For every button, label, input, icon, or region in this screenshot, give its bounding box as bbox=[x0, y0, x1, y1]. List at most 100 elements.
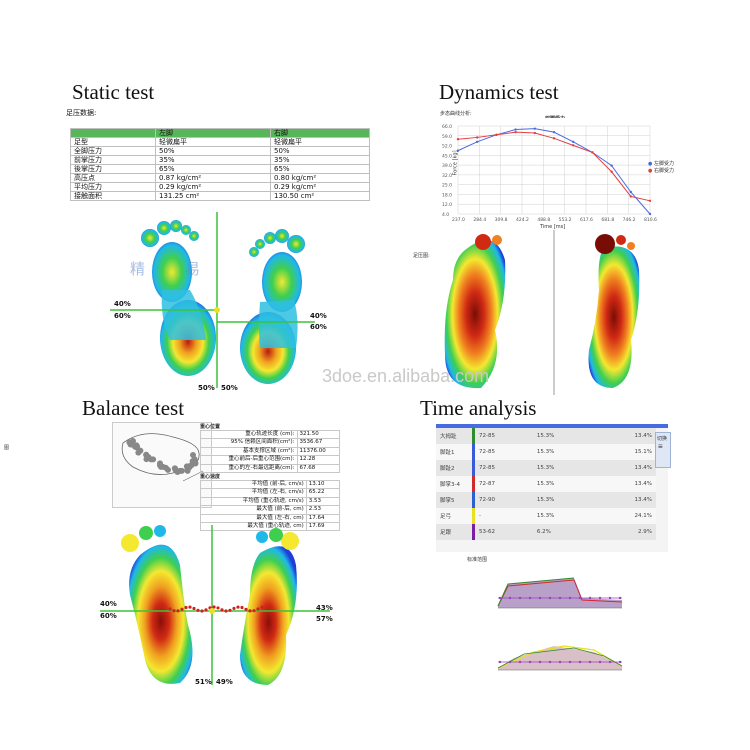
static-table-row: 高压点 0.87 kg/cm² 0.80 kg/cm² bbox=[70, 173, 370, 183]
balance-position-table: 重心轨迹长度 (cm): 321.50 95% 信赖区间面积(cm²): 3536.6… bbox=[200, 429, 341, 474]
time-curve-point bbox=[558, 660, 562, 664]
time-curve-point bbox=[498, 596, 502, 600]
time-curve-point bbox=[558, 596, 562, 600]
static-test-heading: Static test bbox=[72, 80, 155, 104]
static-table-cell: 前掌压力 bbox=[70, 155, 156, 165]
dyn-y-tick: 4.0 bbox=[442, 212, 449, 218]
static-table-cell: 0.29 kg/cm² bbox=[155, 182, 271, 192]
time-row-value-b: 13.4% bbox=[634, 497, 652, 503]
time-curve-point bbox=[588, 660, 592, 664]
time-row-name: 足弓 bbox=[440, 514, 452, 520]
time-analysis-row: 脚趾2 72-85 15.3% 13.4% bbox=[436, 460, 656, 476]
cop-trail-point bbox=[240, 605, 244, 610]
dyn-point bbox=[514, 130, 517, 134]
time-analysis-row: 足跟 53-62 6.2% 2.9% bbox=[436, 524, 656, 540]
static-table-row: 足型 轻微扁平 轻微扁平 bbox=[70, 137, 370, 147]
balance-row: 95% 信赖区间面积(cm²): 3536.67 bbox=[200, 438, 341, 448]
static-col-0 bbox=[70, 128, 156, 138]
time-curve-point bbox=[568, 660, 572, 664]
balance-label: 重心前后-后重心范围(cm): bbox=[200, 455, 298, 465]
balance-side-label: 图 bbox=[4, 445, 10, 451]
time-analysis-heading: Time analysis bbox=[420, 396, 537, 420]
time-analysis-row: 脚趾1 72-85 15.3% 15.1% bbox=[436, 444, 656, 460]
dyn-point bbox=[456, 138, 460, 141]
dyn-point bbox=[476, 136, 479, 139]
time-row-value-a: 15.3% bbox=[536, 433, 555, 439]
dyn-point bbox=[572, 144, 575, 147]
balance-left-top-pct: 40% bbox=[100, 600, 117, 608]
static-table-cell: 轻微扁平 bbox=[270, 137, 370, 147]
dyn-point bbox=[572, 140, 575, 144]
side-tab-label: 切换 bbox=[657, 436, 668, 442]
balance-section-position: 重心位置 bbox=[200, 424, 221, 430]
time-row-color-swatch bbox=[472, 524, 475, 540]
time-analysis-row: 足弓 - 15.3% 24.1% bbox=[436, 508, 656, 524]
balance-test-heading: Balance test bbox=[82, 396, 185, 420]
balance-label: 平均值 (重心轨迹, cm/s) bbox=[200, 496, 307, 507]
dyn-point bbox=[610, 170, 613, 173]
cop-trail-point bbox=[252, 609, 256, 613]
dynamics-xlabel: Time [ms] bbox=[540, 224, 566, 230]
cop-trail-point bbox=[200, 609, 204, 613]
trajectory-point bbox=[184, 467, 191, 474]
time-curve-point bbox=[618, 596, 622, 600]
time-row-color-swatch bbox=[472, 476, 475, 492]
dyn-point bbox=[648, 212, 652, 216]
cop-trail-point bbox=[228, 608, 232, 612]
side-tab-button[interactable]: 切换 ≡ bbox=[655, 432, 671, 468]
time-curve-chart-1 bbox=[494, 572, 626, 624]
static-col-2: 右脚 bbox=[270, 128, 370, 138]
time-row-range: - bbox=[479, 513, 481, 519]
dyn-point bbox=[648, 199, 652, 202]
dyn-point bbox=[476, 140, 479, 144]
time-curve-point bbox=[518, 596, 522, 600]
static-table-body: 足型 轻微扁平 轻微扁平 全脚压力 50% 50% 前掌压力 35% 35% 後掌压力 65% 65%… bbox=[70, 137, 370, 201]
time-curve-point bbox=[608, 660, 612, 664]
dyn-point bbox=[552, 130, 556, 134]
dyn-point bbox=[456, 149, 460, 152]
time-row-value-a: 15.3% bbox=[536, 465, 555, 471]
time-curve-point bbox=[618, 660, 622, 664]
time-row-range: 72-87 bbox=[479, 481, 495, 487]
cop-trail-point bbox=[204, 608, 208, 612]
static-table-row: 全脚压力 50% 50% bbox=[70, 146, 370, 156]
balance-row: 平均值 (左-右, cm/s) 65.22 bbox=[200, 488, 341, 498]
trajectory-point bbox=[137, 447, 144, 454]
balance-row: 平均值 (前-后, cm/s) 13.10 bbox=[200, 480, 341, 490]
balance-row: 基本支撑区域 (cm²): 11376.00 bbox=[200, 446, 341, 457]
time-curve-point bbox=[568, 596, 572, 600]
dyn-y-tick: 25.0 bbox=[442, 183, 452, 189]
static-table-cell: 35% bbox=[155, 155, 271, 165]
dynamics-left-foot bbox=[444, 240, 506, 389]
balance-bottom-left-pct: 51% bbox=[195, 678, 212, 686]
balance-trajectory-plot bbox=[121, 433, 204, 482]
cop-trail-point bbox=[192, 606, 196, 611]
trajectory-point bbox=[143, 456, 150, 463]
static-col-1: 左脚 bbox=[155, 128, 271, 138]
cop-trail-point bbox=[212, 605, 216, 609]
cop-trail-point bbox=[232, 606, 236, 611]
balance-right-bottom-pct: 57% bbox=[316, 615, 333, 623]
time-row-color-swatch bbox=[472, 508, 475, 524]
balance-value: 321.50 bbox=[296, 429, 341, 440]
balance-value: 67.68 bbox=[296, 463, 341, 474]
trajectory-point bbox=[178, 467, 185, 474]
cop-trail-point bbox=[260, 605, 264, 609]
balance-label: 平均值 (前-后, cm/s) bbox=[200, 480, 307, 490]
time-row-value-b: 2.9% bbox=[638, 529, 652, 535]
time-row-value-a: 15.3% bbox=[536, 449, 555, 455]
pressure-caption: 足压图: bbox=[413, 253, 430, 259]
balance-label: 重心的左-右最远距离(cm): bbox=[200, 463, 298, 474]
cop-trail-point bbox=[224, 609, 228, 613]
balance-label: 95% 信赖区间面积(cm²): bbox=[200, 438, 298, 448]
static-table-cell: 足型 bbox=[70, 137, 156, 147]
balance-value: 65.22 bbox=[305, 488, 341, 498]
time-curve-point bbox=[578, 660, 582, 664]
trajectory-point bbox=[150, 456, 157, 463]
time-row-value-a: 15.3% bbox=[536, 481, 555, 487]
static-table: 左脚 右脚 足型 轻微扁平 轻微扁平 全脚压力 50% 50% 前掌压力 35% 35% 後掌压力… bbox=[70, 128, 370, 201]
balance-trajectory-box bbox=[112, 422, 212, 508]
dyn-x-tick: 309.8 bbox=[495, 217, 508, 223]
cop-trail-point bbox=[176, 609, 180, 613]
time-analysis-row: 大拇趾 72-85 15.3% 13.4% bbox=[436, 428, 656, 444]
